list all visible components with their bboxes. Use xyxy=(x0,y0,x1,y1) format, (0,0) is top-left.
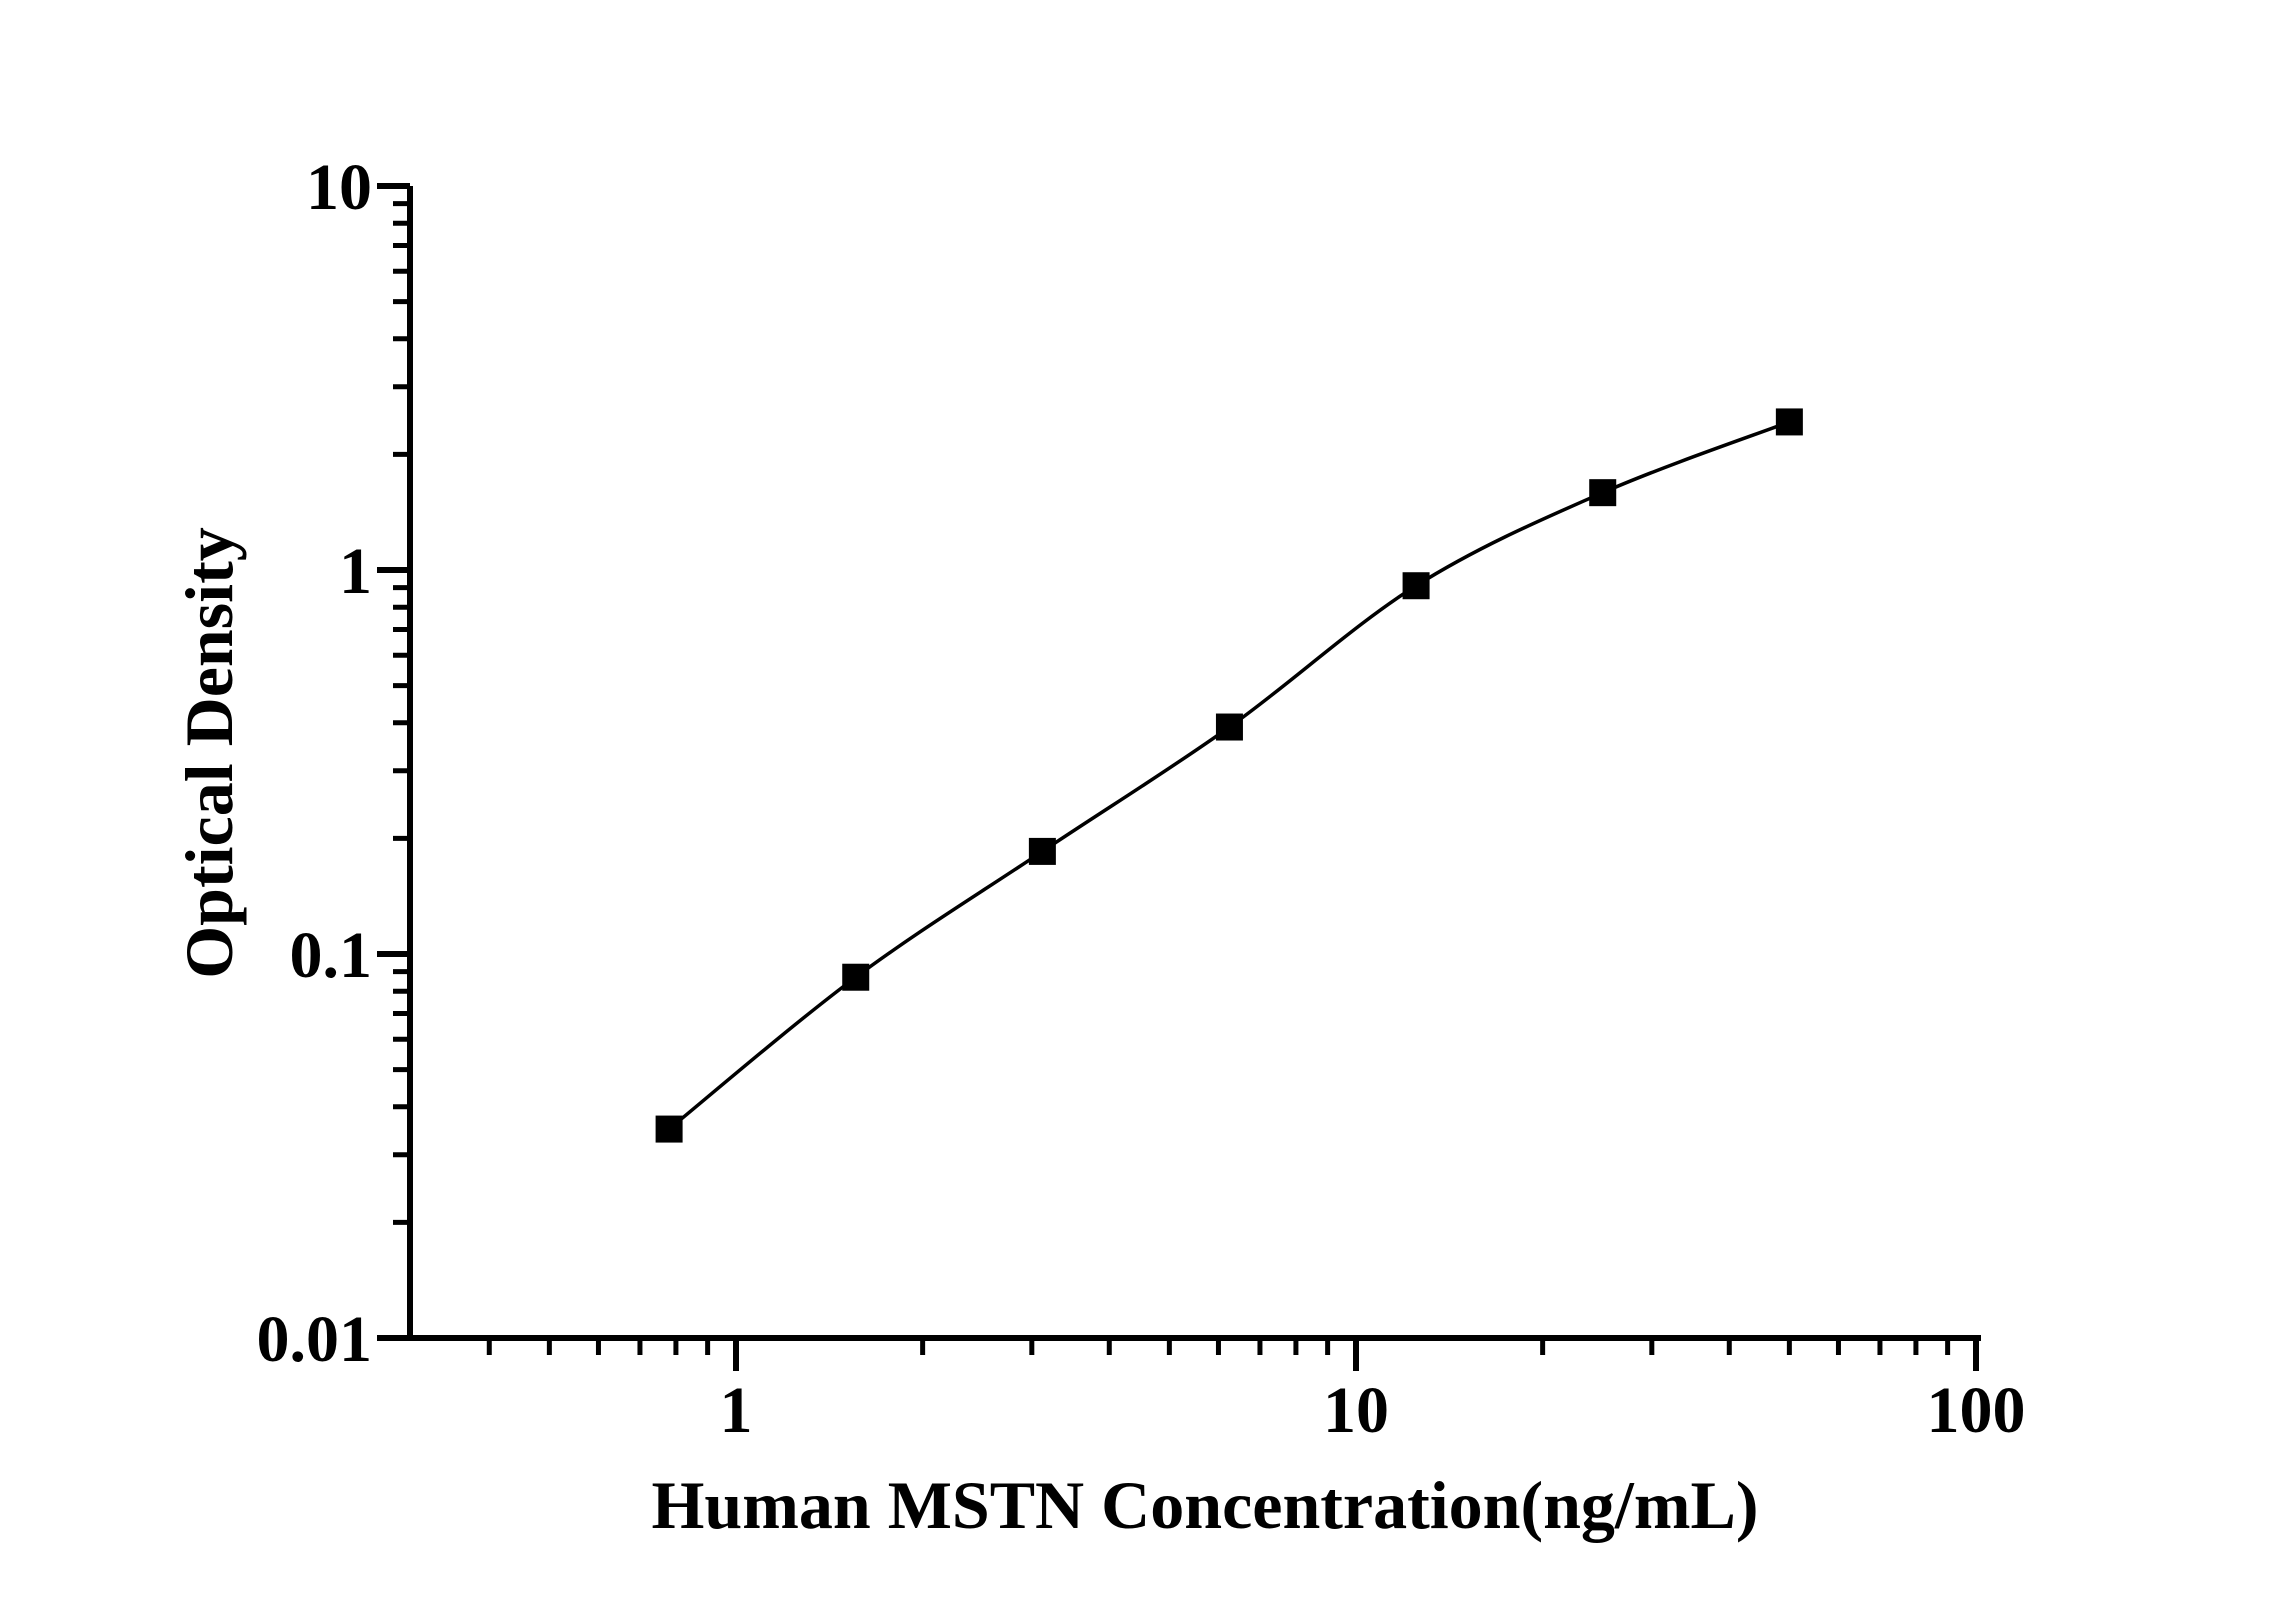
axis-lines xyxy=(407,186,1981,1341)
data-point-marker xyxy=(1402,572,1430,600)
data-point-marker xyxy=(1028,837,1056,865)
y-axis-title: Optical Density xyxy=(171,527,247,978)
data-series xyxy=(655,408,1803,1143)
axes xyxy=(407,186,1981,1341)
data-point-marker xyxy=(1215,713,1243,741)
x-tick-label: 1 xyxy=(720,1374,753,1447)
x-axis-title: Human MSTN Concentration(ng/mL) xyxy=(652,1467,1759,1543)
y-tick-label: 10 xyxy=(306,151,372,224)
data-point-marker xyxy=(655,1115,683,1143)
x-tick-label: 10 xyxy=(1323,1374,1389,1447)
data-point-marker xyxy=(842,963,870,991)
y-tick-label: 0.01 xyxy=(257,1303,373,1376)
standard-curve-line xyxy=(667,420,1790,1131)
axis-ticks xyxy=(377,183,1979,1371)
tick-labels: 1 10 100 0.01 0.1 1 10 xyxy=(257,151,2026,1447)
y-tick-label: 1 xyxy=(339,535,372,608)
x-tick-label: 100 xyxy=(1927,1374,2026,1447)
data-point-marker xyxy=(1775,408,1803,436)
y-tick-label: 0.1 xyxy=(290,919,373,992)
data-point-marker xyxy=(1589,479,1617,507)
